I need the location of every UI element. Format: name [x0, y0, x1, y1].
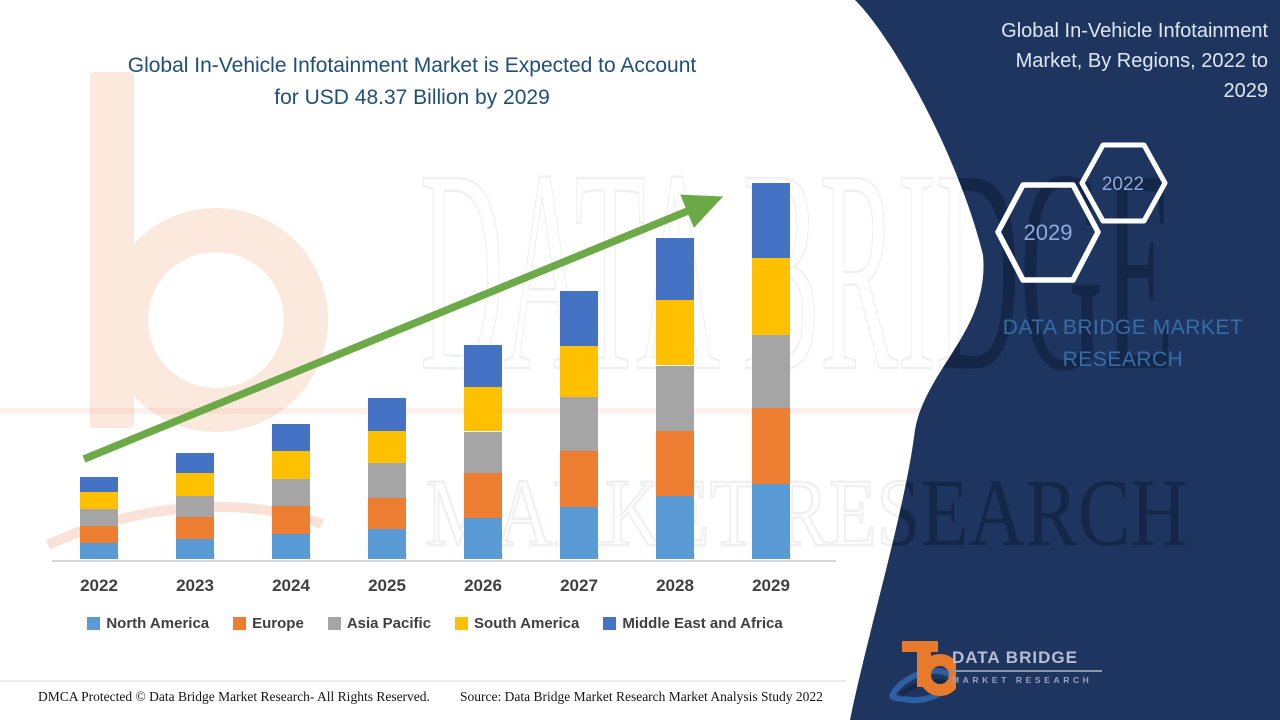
legend-swatch [233, 617, 247, 630]
bar-segment-2023-europe [176, 517, 214, 539]
legend-item-europe: Europe [233, 615, 304, 632]
hexagon-2029 [995, 182, 1101, 283]
x-axis-line [52, 560, 836, 562]
chart-legend: North America Europe Asia Pacific South Ame… [40, 615, 830, 632]
x-axis-label-2027: 2027 [560, 576, 598, 595]
footer-dmca-text: DMCA Protected © Data Bridge Market Rese… [38, 689, 430, 704]
bar-segment-2028-europe [656, 430, 694, 497]
bar-segment-2028-asia-pacific [656, 365, 694, 431]
panel-title-line3: 2029 [1223, 80, 1269, 102]
bar-segment-2026-north-america [464, 517, 502, 559]
legend-swatch [603, 617, 617, 630]
x-axis-label-2025: 2025 [368, 576, 406, 595]
trend-arrow [82, 194, 724, 463]
x-axis-label-2024: 2024 [272, 576, 310, 595]
bar-segment-2025-south-america [368, 430, 406, 463]
bar-segment-2029-north-america [752, 483, 790, 559]
hexagon-2022-label: 2022 [1102, 174, 1144, 195]
bar-segment-2022-north-america [80, 542, 118, 559]
footer-source-text: Source: Data Bridge Market Research Mark… [460, 689, 823, 704]
bar-segment-2028-north-america [656, 496, 694, 559]
bar-segment-2026-asia-pacific [464, 431, 502, 473]
bar-segment-2027-south-america [560, 346, 598, 398]
panel-title-line1: Global In-Vehicle Infotainment [1001, 20, 1268, 42]
x-axis-label-2026: 2026 [464, 576, 502, 595]
bar-segment-2029-south-america [752, 258, 790, 336]
logo-b-icon [902, 641, 956, 696]
bar-segment-2022-south-america [80, 492, 118, 510]
legend-label: North America [106, 615, 210, 632]
hexagon-2029-label: 2029 [1024, 220, 1073, 245]
x-axis-label-2029: 2029 [752, 576, 790, 595]
bar-segment-2029-middle-east-and-africa [752, 183, 790, 259]
x-axis-label-2022: 2022 [80, 576, 118, 595]
bar-segment-2024-north-america [272, 534, 310, 559]
brand-wordmark: DATA BRIDGE MARKET RESEARCH [1002, 312, 1244, 376]
logo-wordmark: DATA BRIDGE MARKET RESEARCH [952, 648, 1102, 685]
bar-segment-2026-south-america [464, 387, 502, 432]
bar-segment-2024-middle-east-and-africa [272, 423, 310, 451]
bar-segment-2027-middle-east-and-africa [560, 290, 598, 347]
bar-segment-2029-europe [752, 408, 790, 484]
legend-swatch [87, 617, 101, 630]
panel-title: Global In-Vehicle Infotainment Market, B… [946, 16, 1268, 106]
bar-segment-2028-middle-east-and-africa [656, 238, 694, 301]
legend-item-asia-pacific: Asia Pacific [327, 615, 432, 632]
legend-label: South America [474, 615, 580, 632]
bar-segment-2022-asia-pacific [80, 509, 118, 527]
logo-mark [889, 641, 956, 704]
bar-segment-2029-asia-pacific [752, 335, 790, 409]
bar-segment-2024-europe [272, 506, 310, 535]
x-axis-label-2023: 2023 [176, 576, 214, 595]
brand-line1: DATA BRIDGE MARKET [1002, 316, 1244, 339]
legend-swatch [455, 617, 469, 630]
bar-segment-2027-europe [560, 451, 598, 507]
legend-swatch [327, 617, 341, 630]
chart-title: Global In-Vehicle Infotainment Market is… [40, 50, 784, 114]
logo-subtitle: MARKET RESEARCH [952, 675, 1093, 685]
legend-item-middle-east-and-africa: Middle East and Africa [603, 615, 783, 632]
chart-title-line1: Global In-Vehicle Infotainment Market is… [127, 54, 697, 77]
bar-segment-2028-south-america [656, 300, 694, 366]
bar-segment-2022-europe [80, 526, 118, 543]
bar-segment-2025-europe [368, 497, 406, 529]
legend-item-north-america: North America [87, 615, 209, 632]
bar-segment-2023-asia-pacific [176, 496, 214, 517]
legend-label: Asia Pacific [346, 615, 432, 632]
bar-segment-2025-north-america [368, 528, 406, 559]
brand-line2: RESEARCH [1062, 348, 1184, 371]
footer-strip: DMCA Protected © Data Bridge Market Rese… [0, 680, 846, 720]
chart-title-line2: for USD 48.37 Billion by 2029 [274, 86, 550, 109]
bar-segment-2022-middle-east-and-africa [80, 477, 118, 493]
bar-segment-2025-middle-east-and-africa [368, 398, 406, 431]
logo-word-bridge: BRIDGE [1005, 648, 1078, 667]
bar-segment-2026-europe [464, 472, 502, 518]
logo-name: DATA BRIDGE [952, 648, 1102, 672]
bar-segment-2027-asia-pacific [560, 397, 598, 451]
hexagon-badges: 2029 2022 [995, 142, 1168, 283]
bar-segment-2023-south-america [176, 472, 214, 496]
logo-word-data: DATA [952, 648, 1001, 667]
legend-label: Europe [252, 615, 304, 632]
bar-segment-2027-north-america [560, 506, 598, 559]
legend-label: Middle East and Africa [622, 615, 783, 632]
side-panel-shape [850, 0, 1280, 720]
legend-item-south-america: South America [455, 615, 579, 632]
bar-segment-2024-asia-pacific [272, 478, 310, 507]
bar-segment-2025-asia-pacific [368, 462, 406, 498]
panel-title-line2: Market, By Regions, 2022 to [1015, 50, 1268, 72]
bar-segment-2023-north-america [176, 538, 214, 559]
bar-segment-2023-middle-east-and-africa [176, 452, 214, 473]
x-axis-label-2028: 2028 [656, 576, 694, 595]
hexagon-2022 [1079, 142, 1168, 224]
bar-segment-2026-middle-east-and-africa [464, 345, 502, 388]
bar-segment-2024-south-america [272, 451, 310, 479]
